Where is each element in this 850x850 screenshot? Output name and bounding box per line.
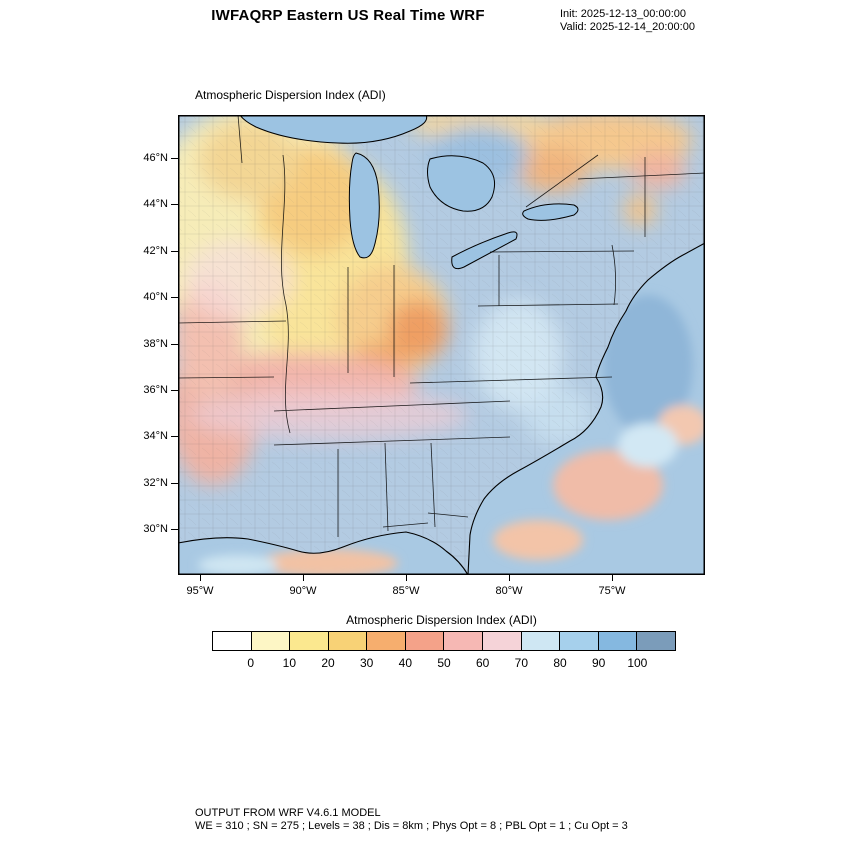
great-lakes [239,114,579,270]
colorbar-tick-label: 20 [321,656,335,670]
lake-michigan [348,152,380,259]
lon-axis-tick [509,575,510,581]
lat-axis-label: 38°N [143,338,168,350]
colorbar-tick-label: 60 [475,656,490,670]
lat-axis-tick [171,204,178,205]
colorbar-ticks: 0 10 20 30 40 50 60 70 80 90 100 [212,656,676,672]
lon-axis-tick [612,575,613,581]
colorbar-tick-label: 0 [247,656,254,670]
lat-axis-tick [171,390,178,391]
lake-huron [427,155,495,212]
lat-axis-tick [171,344,178,345]
colorbar-cell [521,632,561,650]
lake-erie [451,231,518,270]
lat-axis-tick [171,436,178,437]
map-title: Atmospheric Dispersion Index (ADI) [195,88,386,102]
lon-axis-label: 90°W [289,585,317,597]
lon-axis-tick [406,575,407,581]
lat-axis-label: 34°N [143,430,168,442]
lat-axis-tick [171,529,178,530]
map-plot [143,105,706,576]
run-time-info: Init: 2025-12-13_00:00:00 Valid: 2025-12… [560,8,695,34]
colorbar-cells [212,631,676,651]
lat-axis-tick [171,251,178,252]
adi-filled-contour-map [143,105,706,576]
coastline [467,242,706,576]
colorbar-tick-label: 40 [398,656,413,670]
colorbar-cell [637,632,675,650]
lat-axis-label: 30°N [143,523,168,535]
lat-axis-tick [171,158,178,159]
lon-axis-tick [200,575,201,581]
lon-axis-label: 85°W [392,585,420,597]
colorbar-tick-label: 80 [553,656,567,670]
colorbar-cell [598,632,638,650]
state-boundaries [177,114,706,537]
lake-ontario [522,203,579,221]
colorbar-cell [560,632,599,650]
colorbar-title: Atmospheric Dispersion Index (ADI) [346,613,537,627]
colorbar-tick-label: 90 [591,656,606,670]
colorbar-tick-label: 10 [282,656,297,670]
lon-axis-label: 75°W [598,585,626,597]
colorbar-cell [328,632,368,650]
valid-time-label: Valid: 2025-12-14_20:00:00 [560,21,695,33]
colorbar-tick-label: 50 [437,656,451,670]
model-info-footer: OUTPUT FROM WRF V4.6.1 MODEL WE = 310 ; … [195,807,628,833]
lat-axis-tick [171,297,178,298]
lat-axis-tick [171,483,178,484]
gulf-coastline [177,531,469,576]
colorbar-cell [405,632,445,650]
colorbar-cell [444,632,484,650]
colorbar-cell [483,632,522,650]
lat-axis-label: 40°N [143,291,168,303]
model-version-line: OUTPUT FROM WRF V4.6.1 MODEL [195,807,381,819]
model-config-line: WE = 310 ; SN = 275 ; Levels = 38 ; Dis … [195,820,628,832]
page-title: IWFAQRP Eastern US Real Time WRF [211,7,485,24]
lat-axis-label: 32°N [143,477,168,489]
colorbar-cell [367,632,406,650]
colorbar-tick-label: 70 [514,656,529,670]
lon-axis-label: 95°W [186,585,214,597]
map-border [178,115,705,575]
lon-axis-label: 80°W [495,585,523,597]
init-time-label: Init: 2025-12-13_00:00:00 [560,8,686,20]
lat-axis-label: 42°N [143,245,168,257]
colorbar-cell [251,632,291,650]
lon-axis-tick [303,575,304,581]
lat-axis-label: 44°N [143,198,168,210]
lat-axis-label: 36°N [143,384,168,396]
colorbar-tick-label: 30 [359,656,374,670]
colorbar-cell [213,632,252,650]
colorbar-cell [290,632,329,650]
lat-axis-label: 46°N [143,152,168,164]
colorbar-tick-label: 100 [627,656,648,670]
lake-superior [239,114,428,144]
